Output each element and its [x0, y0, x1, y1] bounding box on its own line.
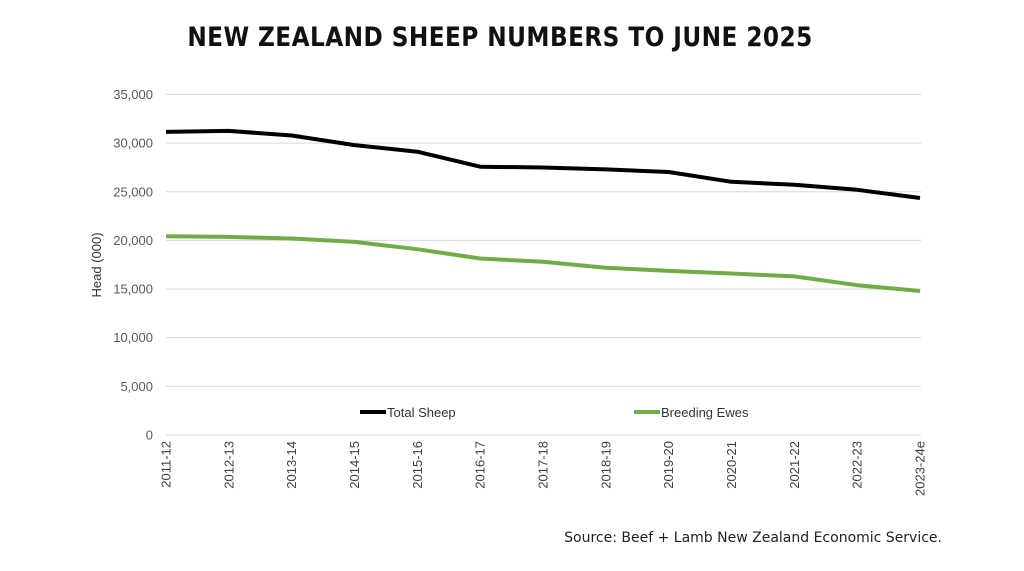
y-tick-label: 15,000 — [113, 282, 153, 297]
chart-title: NEW ZEALAND SHEEP NUMBERS TO JUNE 2025 — [187, 22, 813, 53]
y-tick-label: 5,000 — [120, 379, 153, 394]
y-axis-label: Head (000) — [89, 232, 104, 297]
y-tick-label: 25,000 — [113, 184, 153, 199]
legend: Total Sheep Breeding Ewes — [360, 405, 749, 420]
x-tick-label: 2012-13 — [221, 441, 236, 489]
x-tick-label: 2023-24e — [913, 441, 928, 496]
gridlines — [166, 94, 921, 436]
y-tick-label: 35,000 — [113, 87, 153, 102]
y-tick-label: 30,000 — [113, 136, 153, 151]
y-tick-label: 0 — [146, 428, 153, 443]
x-tick-label: 2021-22 — [787, 441, 802, 489]
series-line-breeding-ewes — [165, 234, 921, 293]
series-lines — [165, 128, 921, 293]
legend-label: Total Sheep — [387, 405, 456, 420]
x-tick-label: 2011-12 — [159, 441, 174, 488]
legend-label: Breeding Ewes — [661, 405, 749, 420]
y-tick-label: 10,000 — [113, 330, 153, 345]
x-tick-label: 2020-21 — [724, 441, 739, 489]
x-tick-label: 2014-15 — [347, 441, 362, 489]
x-tick-label: 2013-14 — [284, 441, 299, 489]
source-note: Source: Beef + Lamb New Zealand Economic… — [564, 530, 942, 546]
y-axis-ticks: 0 5,000 10,000 15,000 20,000 25,000 30,000 35,0… — [113, 87, 153, 443]
x-tick-label: 2016-17 — [473, 441, 488, 489]
x-axis-ticks: 2011-12 2012-13 2013-14 2014-15 2015-16 2016-… — [159, 441, 928, 496]
y-tick-label: 20,000 — [113, 233, 153, 248]
series-line-total-sheep — [165, 128, 921, 200]
x-tick-label: 2018-19 — [598, 441, 613, 489]
x-tick-label: 2017-18 — [536, 441, 551, 489]
x-tick-label: 2019-20 — [661, 441, 676, 489]
x-tick-label: 2022-23 — [850, 441, 865, 489]
x-tick-label: 2015-16 — [410, 441, 425, 489]
